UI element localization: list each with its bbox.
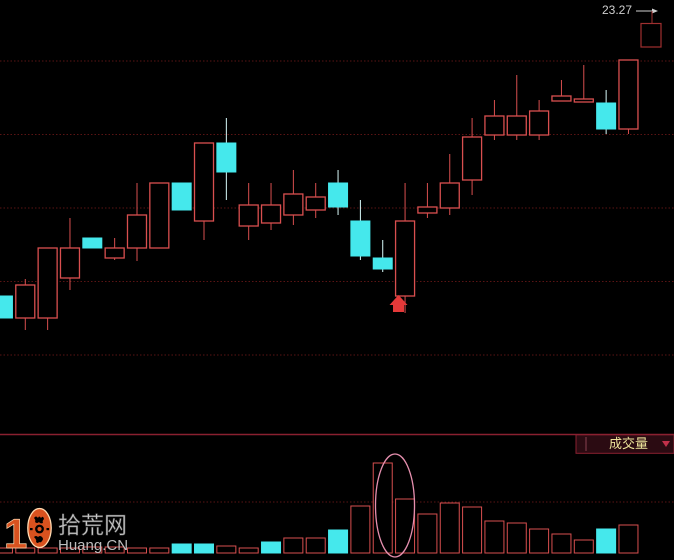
svg-text:23.27: 23.27 — [602, 3, 632, 17]
svg-text:成交量: 成交量 — [609, 436, 648, 451]
svg-text:拾荒网: 拾荒网 — [58, 512, 127, 538]
svg-text:Huang.CN: Huang.CN — [58, 537, 128, 554]
svg-text:1: 1 — [4, 510, 27, 555]
